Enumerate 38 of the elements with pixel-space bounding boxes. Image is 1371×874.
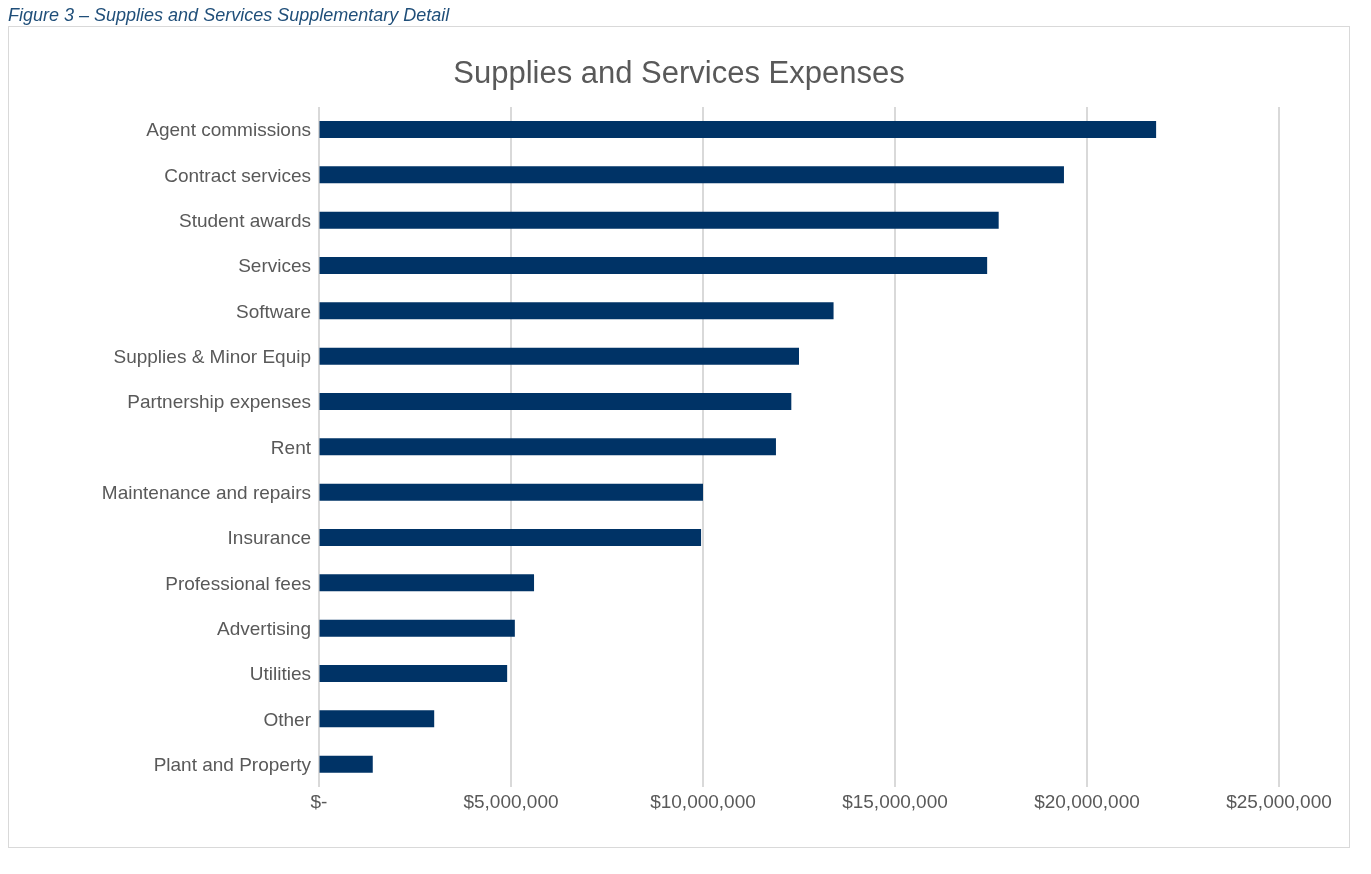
- bar: [319, 438, 776, 456]
- bar: [319, 619, 515, 637]
- y-tick-label: Utilities: [249, 663, 311, 685]
- x-tick-label: $-: [310, 791, 328, 813]
- caption: Figure 3 – Supplies and Services Supplementary Detail: [8, 5, 451, 25]
- bar: [319, 257, 988, 274]
- x-tick-label: $20,000,000: [1034, 791, 1140, 813]
- y-tick-label: Student awards: [178, 210, 311, 232]
- bar: [319, 166, 1064, 184]
- y-tick-label: Advertising: [217, 618, 311, 640]
- bar: [319, 483, 703, 501]
- y-tick-label: Agent commissions: [146, 119, 311, 141]
- bar: [319, 347, 799, 365]
- x-tick-label: $10,000,000: [650, 791, 756, 813]
- bar: [319, 665, 508, 682]
- bar: [319, 710, 435, 728]
- chart-title: Supplies and Services Expenses: [452, 55, 906, 91]
- bar: [319, 755, 373, 773]
- y-tick-label: Services: [238, 255, 311, 277]
- bar: [319, 211, 999, 229]
- bar: [319, 302, 834, 320]
- x-tick-label: $15,000,000: [842, 791, 948, 813]
- y-tick-label: Other: [263, 708, 312, 730]
- y-tick-label: Contract services: [164, 164, 311, 186]
- x-tick-label: $5,000,000: [463, 791, 559, 813]
- y-tick-label: Maintenance and repairs: [101, 482, 311, 504]
- x-tick-label: $25,000,000: [1226, 791, 1332, 813]
- y-tick-label: Software: [236, 300, 311, 322]
- y-tick-label: Insurance: [227, 527, 311, 549]
- y-tick-label: Supplies & Minor Equip: [113, 346, 311, 368]
- bar: [319, 529, 702, 546]
- bar: [319, 574, 535, 592]
- y-tick-label: Professional fees: [165, 572, 311, 594]
- bar: [319, 393, 792, 410]
- y-tick-label: Rent: [270, 436, 312, 458]
- bar: [319, 121, 1157, 138]
- y-tick-label: Partnership expenses: [127, 391, 311, 413]
- y-tick-label: Plant and Property: [153, 754, 312, 776]
